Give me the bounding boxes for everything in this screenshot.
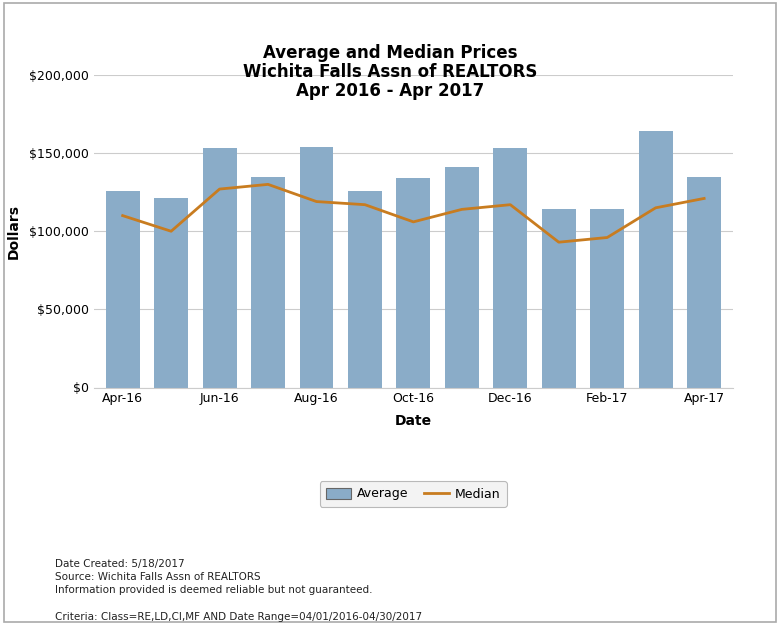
Bar <box>300 147 333 388</box>
X-axis label: Date: Date <box>395 414 432 428</box>
Text: Date Created: 5/18/2017
Source: Wichita Falls Assn of REALTORS
Information provi: Date Created: 5/18/2017 Source: Wichita … <box>55 559 422 622</box>
Text: Apr 2016 - Apr 2017: Apr 2016 - Apr 2017 <box>296 82 484 99</box>
Bar <box>445 167 479 388</box>
Bar <box>687 176 721 388</box>
Bar <box>396 178 431 388</box>
Text: Average and Median Prices: Average and Median Prices <box>263 44 517 62</box>
Bar <box>251 176 285 388</box>
Bar <box>590 209 624 388</box>
Text: Wichita Falls Assn of REALTORS: Wichita Falls Assn of REALTORS <box>243 63 537 81</box>
Bar <box>106 191 140 388</box>
Bar <box>154 199 188 388</box>
Bar <box>542 209 576 388</box>
Bar <box>348 191 382 388</box>
Legend: Average, Median: Average, Median <box>320 481 507 507</box>
Bar <box>203 148 236 388</box>
Bar <box>493 148 527 388</box>
Y-axis label: Dollars: Dollars <box>6 204 20 259</box>
Bar <box>639 131 672 388</box>
